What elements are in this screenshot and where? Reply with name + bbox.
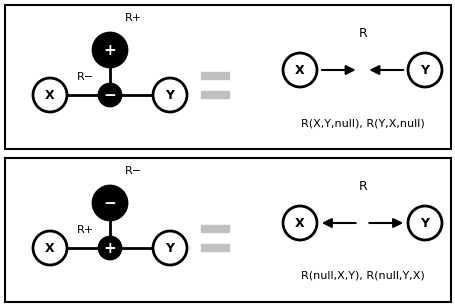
Text: R(X,Y,null), R(Y,X,null): R(X,Y,null), R(Y,X,null) xyxy=(300,118,424,128)
Text: X: X xyxy=(45,88,55,102)
Text: R+: R+ xyxy=(77,225,94,235)
Circle shape xyxy=(153,78,187,112)
Text: R−: R− xyxy=(125,166,142,176)
Text: Y: Y xyxy=(420,63,429,76)
Circle shape xyxy=(407,206,441,240)
Circle shape xyxy=(93,186,127,220)
Text: +: + xyxy=(103,241,116,256)
Bar xyxy=(201,72,228,79)
Bar xyxy=(201,91,228,98)
Text: +: + xyxy=(103,43,116,58)
Circle shape xyxy=(153,231,187,265)
Circle shape xyxy=(99,84,121,106)
Text: R−: R− xyxy=(77,72,94,82)
Text: −: − xyxy=(103,196,116,210)
Text: X: X xyxy=(45,241,55,254)
Circle shape xyxy=(33,231,67,265)
Text: R: R xyxy=(358,27,367,40)
Circle shape xyxy=(283,53,316,87)
Text: R(null,X,Y), R(null,Y,X): R(null,X,Y), R(null,Y,X) xyxy=(300,271,424,281)
Circle shape xyxy=(283,206,316,240)
Circle shape xyxy=(99,237,121,259)
Circle shape xyxy=(33,78,67,112)
Bar xyxy=(201,244,228,251)
Circle shape xyxy=(407,53,441,87)
Text: R: R xyxy=(358,180,367,193)
Text: Y: Y xyxy=(165,88,174,102)
Text: Y: Y xyxy=(420,217,429,229)
Text: R+: R+ xyxy=(125,13,142,23)
Bar xyxy=(5,5,450,149)
Text: −: − xyxy=(103,87,116,103)
Text: X: X xyxy=(294,63,304,76)
Bar xyxy=(5,158,450,302)
Text: X: X xyxy=(294,217,304,229)
Bar xyxy=(201,225,228,232)
Text: Y: Y xyxy=(165,241,174,254)
Circle shape xyxy=(93,33,127,67)
